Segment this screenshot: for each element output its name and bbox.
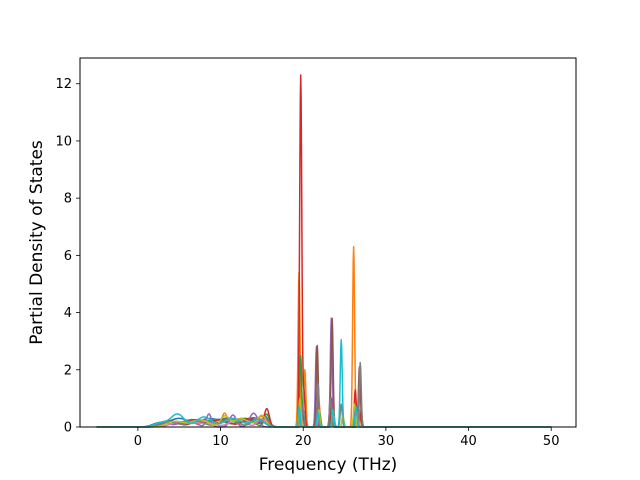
y-tick-label: 8: [64, 192, 72, 207]
y-tick-label: 2: [64, 363, 72, 378]
y-tick-label: 4: [64, 306, 72, 321]
x-axis-title: Frequency (THz): [259, 455, 398, 475]
y-tick-label: 10: [55, 134, 72, 149]
x-tick-label: 0: [134, 434, 142, 449]
x-tick-label: 40: [460, 434, 477, 449]
y-tick-label: 0: [64, 421, 72, 436]
y-tick-label: 12: [55, 77, 72, 92]
plot-frame: [79, 57, 577, 428]
x-tick-label: 30: [378, 434, 395, 449]
x-axis: 0 10 20 30 40 50: [134, 427, 560, 449]
y-tick-label: 6: [64, 249, 72, 264]
x-tick-label: 10: [212, 434, 229, 449]
y-axis: 0 2 4 6 8 10 12: [55, 77, 80, 436]
y-axis-title: Partial Density of States: [27, 140, 47, 345]
x-tick-label: 50: [543, 434, 560, 449]
x-tick-label: 20: [295, 434, 312, 449]
